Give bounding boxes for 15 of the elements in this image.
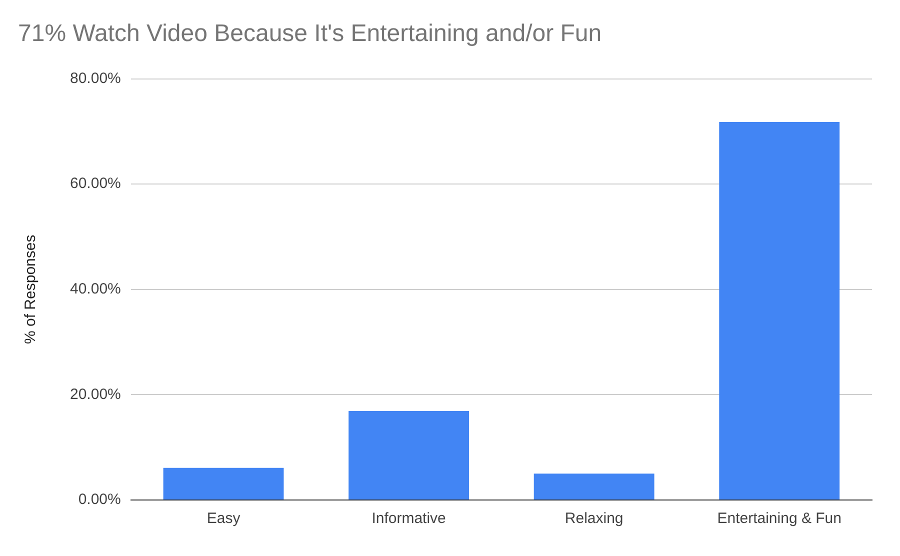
x-tick-label: Entertaining & Fun — [717, 510, 842, 528]
x-tick-label: Easy — [206, 510, 241, 528]
chart-title: 71% Watch Video Because It's Entertaining and/or Fun — [18, 20, 602, 48]
bar — [534, 474, 654, 500]
y-tick-label: 40.00% — [70, 280, 121, 298]
y-axis-title: % of Responses — [22, 234, 40, 344]
y-tick-label: 60.00% — [70, 175, 121, 192]
bar — [719, 122, 840, 500]
y-tick-label: 0.00% — [78, 491, 121, 508]
x-tick-label: Relaxing — [564, 510, 624, 528]
y-tick-label: 80.00% — [70, 70, 121, 87]
y-tick-label: 20.00% — [70, 386, 121, 403]
bar — [348, 411, 470, 500]
bar — [163, 468, 284, 500]
x-tick-label: Informative — [372, 510, 446, 528]
